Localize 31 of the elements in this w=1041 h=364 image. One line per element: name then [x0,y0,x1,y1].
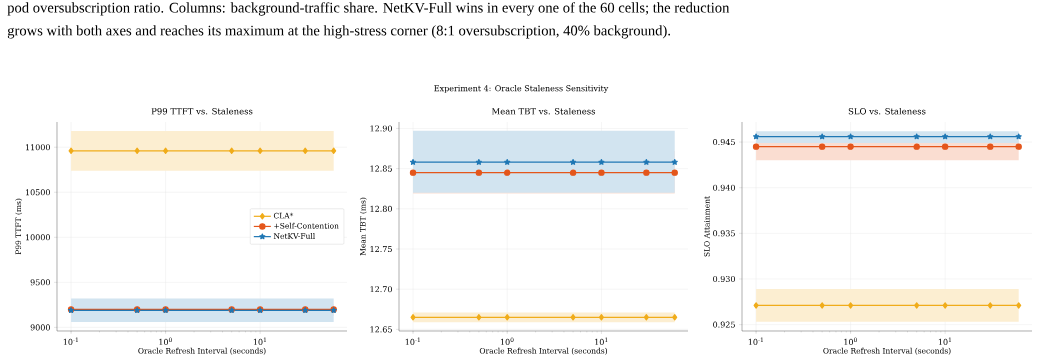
x-tick-label: 10$^{-1}$ [63,337,78,345]
y-tick-label: 0.925 [713,321,735,328]
y-tick-label: 0.935 [713,230,735,237]
x-tick-label: 10$^{-1}$ [748,337,763,345]
y-tick-label: 12.70 [370,286,392,293]
x-tick-label: 10$^{1}$ [938,337,952,345]
chart-title: SLO vs. Staleness [848,107,926,115]
y-tick-label: 0.930 [713,275,735,282]
chart-title: Mean TBT vs. Staleness [491,107,596,115]
y-tick-label: 12.65 [370,326,392,333]
y-tick-label: 12.80 [370,205,392,212]
text: grows with both axes and reaches its maximum at the high-stress corner (8:1 oversubscription, 40% background). [7,25,671,39]
x-tick-label: 10$^{0}$ [844,337,857,345]
x-tick-label: 10$^{0}$ [500,337,514,345]
y-tick-label: 9500 [30,279,50,286]
x-tick-label: 10$^{0}$ [159,337,172,345]
text: pod oversubscription ratio. Columns: background-traffic share. NetKV-Full wins in every one of the 60 cells; the reduction [7,2,730,16]
chart-title: P99 TTFT vs. Staleness [151,107,253,115]
x-tick-label: 10$^{1}$ [595,337,608,345]
y-tick-label: 12.85 [370,165,392,172]
x-tick-label: 10$^{1}$ [253,337,267,345]
y-tick-label: 11000 [26,144,50,151]
x-tick-label: 10$^{-1}$ [405,337,420,345]
y-tick-label: 10000 [26,234,50,241]
y-tick-label: 12.75 [370,245,392,253]
y-tick-label: 0.940 [713,184,735,191]
text: Experiment 4: Oracle Staleness Sensitivity [434,85,609,93]
y-tick-label: 0.945 [713,139,735,146]
y-tick-label: 9000 [30,324,50,331]
y-tick-label: 12.90 [370,125,392,132]
y-tick-label: 10500 [26,189,50,196]
